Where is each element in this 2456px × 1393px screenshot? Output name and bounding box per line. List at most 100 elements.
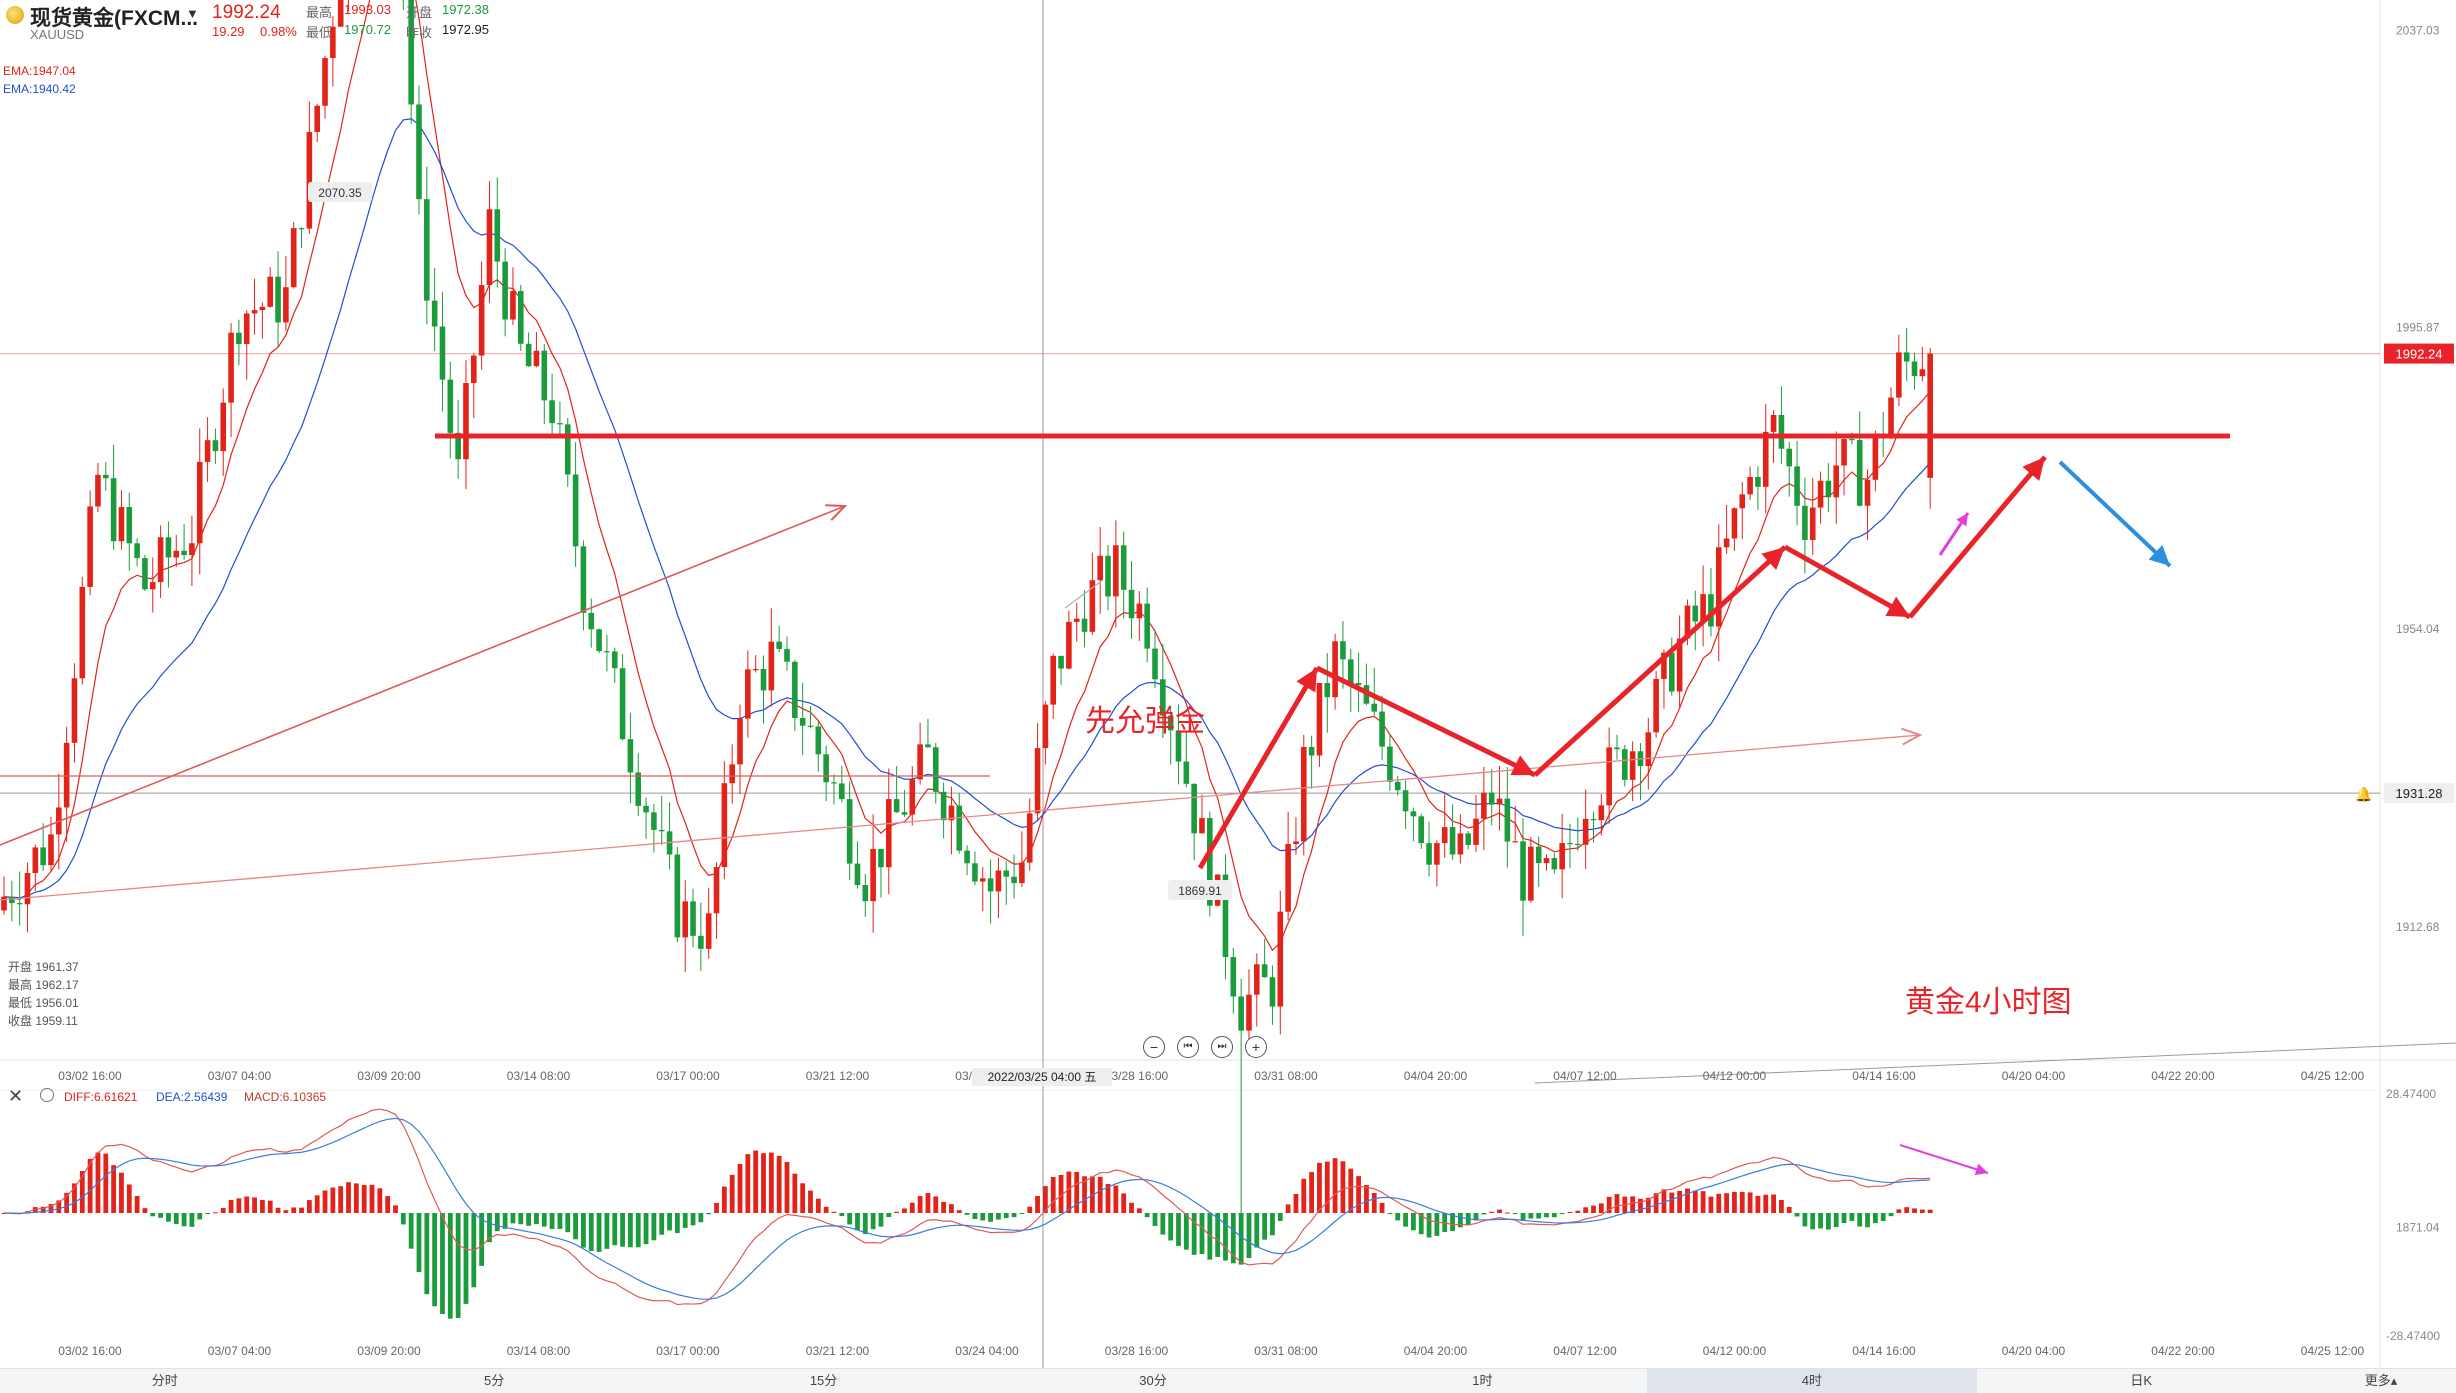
macd-histogram-bar bbox=[1309, 1172, 1315, 1213]
macd-histogram-bar bbox=[956, 1210, 962, 1213]
close-icon[interactable]: ✕ bbox=[8, 1086, 24, 1106]
candle-body bbox=[196, 461, 203, 544]
macd-histogram-bar bbox=[768, 1152, 774, 1213]
time-axis-label: 04/22 20:00 bbox=[2151, 1069, 2215, 1083]
macd-histogram-bar bbox=[620, 1213, 625, 1247]
macd-histogram-bar bbox=[1457, 1213, 1463, 1228]
candle-body bbox=[1113, 545, 1119, 597]
wave-arrow bbox=[1908, 455, 2047, 619]
projection-arrow bbox=[2058, 460, 2172, 568]
macd-histogram-bar bbox=[275, 1207, 281, 1213]
candle-body bbox=[1449, 827, 1456, 855]
macd-histogram-bar bbox=[1254, 1213, 1260, 1248]
trendline-up-1-arrowhead bbox=[825, 504, 848, 521]
macd-histogram-bar bbox=[1677, 1190, 1683, 1213]
tab-timeframe-1d[interactable]: 日K bbox=[2130, 1373, 2153, 1388]
macd-histogram-bar bbox=[56, 1200, 62, 1213]
candle-body bbox=[1598, 805, 1605, 821]
visibility-icon[interactable] bbox=[40, 1088, 54, 1102]
current-price-tag bbox=[2384, 343, 2454, 364]
macd-histogram-bar bbox=[330, 1187, 336, 1213]
tab-timeframe-30m[interactable]: 30分 bbox=[1139, 1373, 1167, 1388]
macd-time-axis-label: 04/14 16:00 bbox=[1852, 1344, 1916, 1358]
candle-body bbox=[674, 854, 681, 938]
macd-histogram-bar bbox=[800, 1183, 806, 1213]
macd-time-axis-label: 03/02 16:00 bbox=[58, 1344, 122, 1358]
macd-histogram-bar bbox=[1121, 1193, 1127, 1213]
macd-histogram-bar bbox=[1301, 1178, 1307, 1213]
macd-histogram-bar bbox=[213, 1212, 218, 1214]
candle-body bbox=[1872, 434, 1879, 480]
macd-histogram-bar bbox=[494, 1213, 500, 1232]
zoom-in-button[interactable]: + bbox=[1245, 1036, 1267, 1058]
ema-fast-line bbox=[3, 0, 1931, 952]
tab-timeframe-15m[interactable]: 15分 bbox=[809, 1373, 838, 1388]
candle-body bbox=[1167, 715, 1174, 731]
macd-histogram-bar bbox=[1732, 1191, 1737, 1213]
candle-body bbox=[71, 678, 78, 743]
macd-histogram-bar bbox=[1340, 1161, 1346, 1213]
candle-body bbox=[1026, 813, 1033, 863]
candle-body bbox=[1034, 748, 1041, 814]
macd-histogram-bar bbox=[1450, 1213, 1455, 1232]
candle-body bbox=[1856, 439, 1863, 506]
candle-body bbox=[173, 550, 180, 558]
candle-body bbox=[940, 791, 947, 821]
macd-histogram-bar bbox=[385, 1196, 391, 1213]
candle-body bbox=[1152, 648, 1158, 680]
macd-histogram-bar bbox=[134, 1195, 140, 1213]
macd-histogram-bar bbox=[416, 1213, 422, 1273]
macd-histogram-bar bbox=[1575, 1210, 1581, 1213]
macd-histogram-bar bbox=[314, 1195, 320, 1213]
candle-body bbox=[745, 669, 751, 719]
macd-histogram-bar bbox=[1872, 1213, 1878, 1224]
scroll-right-button[interactable]: ⏭ bbox=[1211, 1036, 1233, 1058]
macd-histogram-bar bbox=[408, 1213, 414, 1249]
tab-timeframe-4h[interactable]: 4时 bbox=[1647, 1369, 1977, 1393]
chart-title: 黄金4小时图 bbox=[1905, 986, 2072, 1019]
chevron-down-icon[interactable]: ▼ bbox=[186, 6, 199, 21]
macd-histogram-bar bbox=[1387, 1213, 1393, 1214]
macd-histogram-bar bbox=[1841, 1213, 1847, 1223]
macd-histogram-bar bbox=[1379, 1202, 1385, 1213]
macd-histogram-bar bbox=[1105, 1183, 1111, 1213]
candle-body bbox=[48, 834, 54, 866]
instrument-title[interactable]: 现货黄金(FXCM... bbox=[30, 7, 198, 30]
macd-histogram-bar bbox=[1230, 1213, 1236, 1264]
candle-body bbox=[815, 726, 822, 755]
macd-histogram-bar bbox=[244, 1196, 250, 1213]
macd-diff-label: DIFF:6.61621 bbox=[64, 1090, 138, 1104]
candle-body bbox=[1551, 858, 1558, 870]
candle-body bbox=[580, 546, 587, 613]
high-label: 最高 bbox=[306, 5, 333, 20]
more-timeframes-button[interactable]: 更多▴ bbox=[2364, 1373, 2398, 1388]
macd-histogram-bar bbox=[126, 1184, 132, 1213]
tab-timeframe-5m[interactable]: 5分 bbox=[484, 1373, 505, 1388]
macd-histogram-bar bbox=[1262, 1213, 1268, 1240]
macd-histogram-bar bbox=[1497, 1209, 1502, 1213]
candle-body bbox=[1684, 605, 1691, 639]
macd-histogram-bar bbox=[1160, 1213, 1166, 1235]
candle-body bbox=[87, 506, 93, 587]
macd-time-axis-label: 04/04 20:00 bbox=[1404, 1344, 1468, 1358]
candle-body bbox=[517, 291, 524, 344]
candle-body bbox=[322, 58, 328, 106]
macd-histogram-bar bbox=[1825, 1213, 1831, 1230]
tab-timeframe-1h[interactable]: 1时 bbox=[1472, 1373, 1493, 1388]
candle-body bbox=[236, 332, 242, 345]
candle-body bbox=[1347, 659, 1354, 683]
macd-histogram-bar bbox=[674, 1213, 680, 1234]
macd-histogram-bar bbox=[1473, 1213, 1479, 1221]
candle-body bbox=[416, 104, 422, 200]
candle-body bbox=[658, 829, 665, 832]
scroll-left-button[interactable]: ⏮ bbox=[1177, 1036, 1199, 1058]
macd-time-axis-label: 03/14 08:00 bbox=[507, 1344, 571, 1358]
macd-histogram-bar bbox=[1293, 1193, 1299, 1213]
macd-histogram-bar bbox=[463, 1213, 469, 1304]
tab-timeframe-tick[interactable]: 分时 bbox=[151, 1373, 178, 1388]
zoom-out-button[interactable]: − bbox=[1143, 1036, 1165, 1058]
candle-body bbox=[110, 478, 117, 542]
macd-histogram-bar bbox=[1332, 1158, 1338, 1213]
candle-body bbox=[1606, 747, 1612, 806]
